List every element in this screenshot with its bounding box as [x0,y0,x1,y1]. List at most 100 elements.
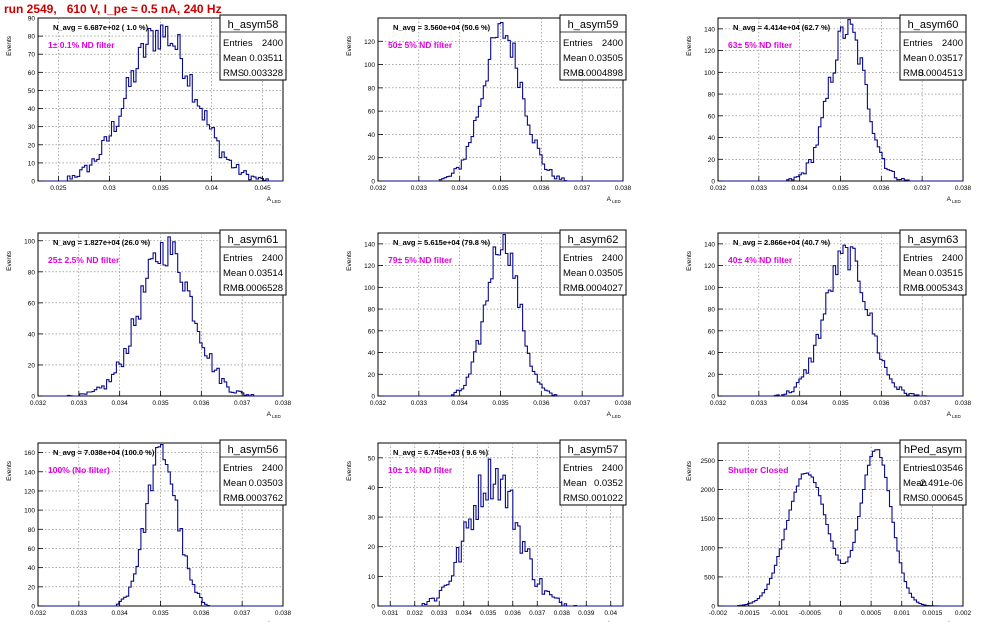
x-tick-label: 0.032 [30,400,47,407]
y-tick-label: 20 [708,157,716,164]
stats-key: Entries [223,253,253,264]
y-axis-label: Events [6,35,13,56]
x-tick-label: 0.045 [254,185,271,192]
stats-value: 2400 [942,38,963,49]
chart-h_asym56: 0.032 0.033 0.034 0.035 0.036 0.037 0.038 0 20 40… [6,439,292,622]
y-tick-label: 160 [24,450,35,457]
x-tick-label: 0.037 [574,185,591,192]
stats-box [899,229,967,296]
y-tick-label: 0 [371,394,375,401]
histogram-line-h_asym58 [38,24,283,182]
y-tick-label: 60 [368,328,376,335]
y-axis-label: Events [686,35,693,56]
y-axis-label: Events [346,460,353,481]
x-axis-sublabel: LED [952,414,962,419]
stats-key: Mean [563,53,587,64]
stats-key: Entries [903,463,933,474]
x-tick-label: 0.035 [492,185,509,192]
x-tick-label: 0.035 [152,610,169,617]
stats-key: RMS [223,283,244,294]
y-tick-label: 20 [28,142,36,149]
chart-hPed_asym: -0.002 -0.0015 -0.001 -0.0005 0 0.0005 0.001 0.… [686,439,972,622]
x-tick-label: 0.039 [578,610,595,617]
x-axis-label: A [947,411,952,418]
x-tick-label: 0.033 [71,610,88,617]
stats-title: h_asym58 [228,19,279,31]
x-tick-label: 0.038 [955,185,972,192]
histogram-line-h_asym57 [378,458,623,607]
stats-box [899,14,967,81]
x-tick-label: 0.035 [492,400,509,407]
y-tick-label: 60 [28,300,36,307]
filter-label: 1± 0.1% ND filter [48,40,115,50]
x-tick-label: 0.034 [792,185,809,192]
histogram-line-h_asym61 [38,236,283,397]
y-tick-label: 90 [28,16,36,23]
stats-key: Entries [223,463,253,474]
y-tick-label: 100 [24,238,35,245]
histogram-line-h_asym62 [378,234,623,397]
run-title: run 2549, 610 V, I_pe ≈ 0.5 nA, 240 Hz [4,2,222,16]
filter-label: 25± 2.5% ND filter [48,255,120,265]
navg-label: N_avg = 5.615e+04 (79.8 %) [393,238,491,247]
y-axis-label: Events [346,250,353,271]
stats-value: 0.000645 [923,493,963,504]
stats-value: 0.03511 [249,53,283,64]
y-tick-label: 60 [28,70,36,77]
stats-value: 0.003328 [243,68,283,79]
x-tick-label: 0.031 [382,610,399,617]
x-tick-label: 0.037 [234,400,251,407]
filter-label: 63± 5% ND filter [728,40,793,50]
x-tick-label: 0.037 [914,400,931,407]
stats-key: Entries [223,38,253,49]
stats-value: 0.001022 [583,493,623,504]
stats-key: Mean [563,478,587,489]
y-tick-label: 140 [24,469,35,476]
y-tick-label: 2500 [701,458,716,465]
stats-value: 103546 [931,463,963,474]
y-axis-label: Events [346,35,353,56]
y-tick-label: 10 [28,160,36,167]
stats-value: 2400 [602,463,623,474]
navg-label: N_avg = 6.687e+02 ( 1.0 %) [53,23,149,32]
x-tick-label: 0.032 [30,610,47,617]
y-tick-label: 80 [28,34,36,41]
y-tick-label: 0 [711,604,715,611]
y-tick-label: 60 [368,109,376,116]
stats-key: RMS [563,68,584,79]
y-tick-label: 80 [708,92,716,99]
x-tick-label: 0.033 [751,185,768,192]
y-tick-label: 0 [371,179,375,186]
navg-label: N_avg = 3.560e+04 (50.6 %) [393,23,491,32]
stats-key: RMS [223,68,244,79]
x-axis-label: A [947,196,952,203]
stats-box [899,439,967,506]
x-tick-label: -0.0005 [799,610,821,617]
x-axis-sublabel: LED [612,414,622,419]
filter-label: 79± 5% ND filter [388,255,453,265]
stats-key: RMS [903,493,924,504]
x-tick-label: 0.033 [751,400,768,407]
stats-title: h_asym61 [228,234,279,246]
stats-box [219,229,287,296]
stats-value: 0.0004513 [918,68,963,79]
y-tick-label: 140 [364,241,375,248]
y-tick-label: 1000 [701,545,716,552]
stats-key: Entries [563,253,593,264]
stats-value: 2400 [602,38,623,49]
stats-value: 0.03514 [249,268,283,279]
filter-label: 50± 5% ND filter [388,40,453,50]
y-tick-label: 20 [28,362,36,369]
chart-h_asym58: 0.025 0.03 0.035 0.04 0.045 0 10 20 30 40 50 60 70 80… [6,14,287,204]
stats-key: RMS [903,283,924,294]
y-tick-label: 140 [704,241,715,248]
x-tick-label: -0.0015 [738,610,760,617]
x-tick-label: 0.034 [452,400,469,407]
y-tick-label: 80 [708,307,716,314]
y-tick-label: 100 [704,285,715,292]
y-tick-label: 70 [28,52,36,59]
histogram-line-hPed_asym [718,449,963,607]
chart-h_asym62: 0.032 0.033 0.034 0.035 0.036 0.037 0.038 0 20 40… [346,229,632,419]
stats-key: Mean [903,268,927,279]
x-tick-label: 0.03 [103,185,116,192]
